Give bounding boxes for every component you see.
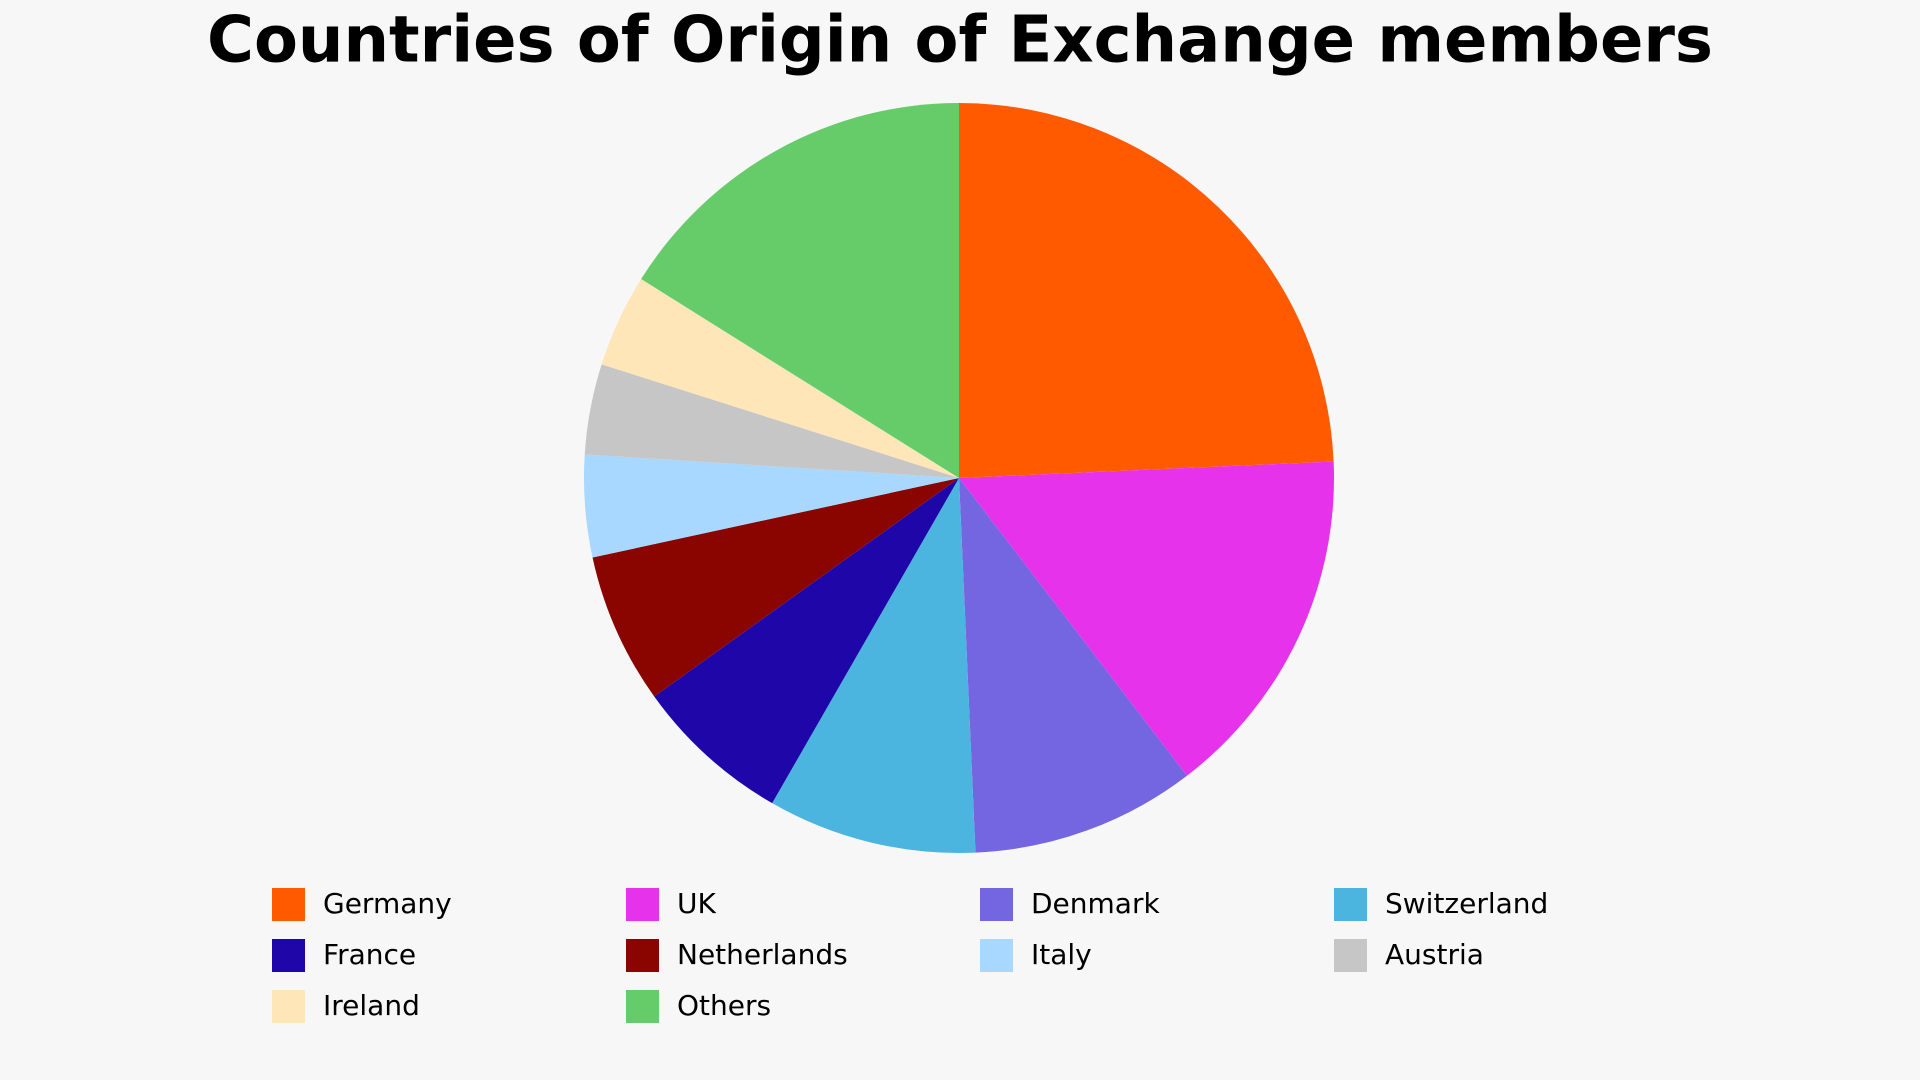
legend-swatch bbox=[980, 939, 1013, 972]
pie-slice bbox=[584, 454, 959, 558]
legend-label: Ireland bbox=[323, 989, 420, 1022]
legend-swatch bbox=[626, 939, 659, 972]
legend-label: Denmark bbox=[1031, 887, 1160, 920]
pie-slice bbox=[959, 461, 1334, 776]
legend-label: UK bbox=[677, 887, 716, 920]
chart-title: Countries of Origin of Exchange members bbox=[207, 4, 1713, 78]
legend-swatch bbox=[272, 990, 305, 1023]
pie-slice bbox=[592, 478, 959, 697]
legend-swatch bbox=[626, 990, 659, 1023]
pie-slice bbox=[584, 364, 959, 478]
legend-label: Netherlands bbox=[677, 938, 848, 971]
legend-swatch bbox=[272, 939, 305, 972]
legend-label: Switzerland bbox=[1385, 887, 1548, 920]
pie-slice bbox=[959, 478, 1187, 853]
pie-slice bbox=[772, 478, 976, 853]
pie-slice bbox=[601, 279, 959, 478]
legend-swatch bbox=[980, 888, 1013, 921]
legend-swatch bbox=[1334, 939, 1367, 972]
legend-swatch bbox=[1334, 888, 1367, 921]
legend-label: Italy bbox=[1031, 938, 1092, 971]
legend-label: Germany bbox=[323, 887, 452, 920]
legend-label: Others bbox=[677, 989, 771, 1022]
pie-slice bbox=[959, 103, 1334, 478]
legend-label: Austria bbox=[1385, 938, 1484, 971]
legend-label: France bbox=[323, 938, 416, 971]
pie-slice bbox=[654, 478, 959, 804]
legend-swatch bbox=[272, 888, 305, 921]
legend-swatch bbox=[626, 888, 659, 921]
pie-slice bbox=[641, 103, 959, 478]
